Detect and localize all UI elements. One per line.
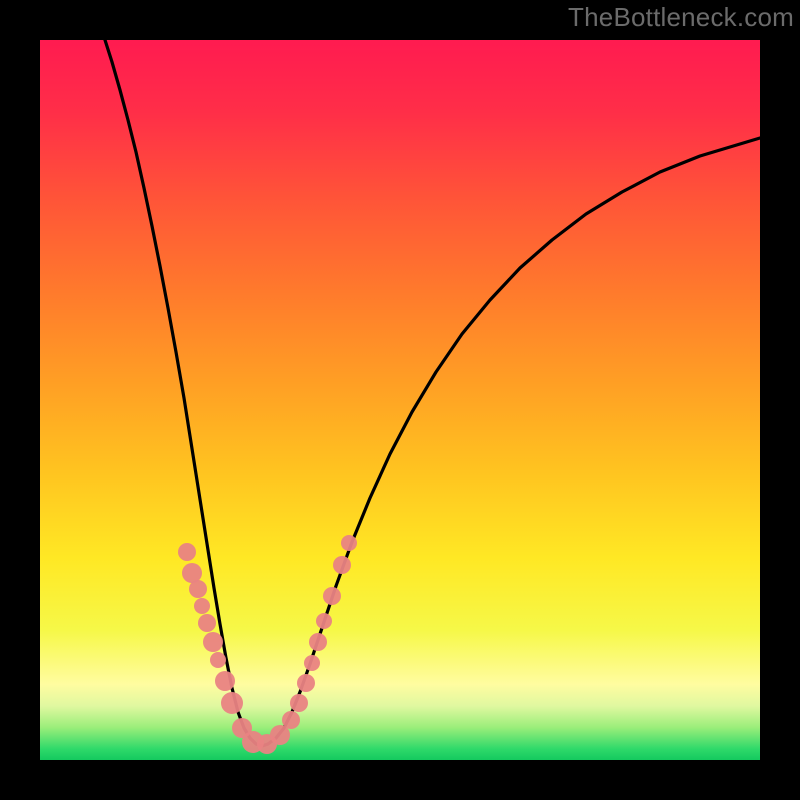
- data-marker: [290, 694, 308, 712]
- data-marker: [178, 543, 196, 561]
- chart-background: [40, 40, 760, 760]
- data-marker: [182, 563, 202, 583]
- data-marker: [309, 633, 327, 651]
- data-marker: [304, 655, 320, 671]
- chart-stage: TheBottleneck.com: [0, 0, 800, 800]
- data-marker: [194, 598, 210, 614]
- bottleneck-chart: [0, 0, 800, 800]
- data-marker: [210, 652, 226, 668]
- data-marker: [323, 587, 341, 605]
- data-marker: [203, 632, 223, 652]
- data-marker: [215, 671, 235, 691]
- data-marker: [189, 580, 207, 598]
- data-marker: [297, 674, 315, 692]
- data-marker: [341, 535, 357, 551]
- data-marker: [316, 613, 332, 629]
- data-marker: [198, 614, 216, 632]
- data-marker: [221, 692, 243, 714]
- data-marker: [282, 711, 300, 729]
- data-marker: [333, 556, 351, 574]
